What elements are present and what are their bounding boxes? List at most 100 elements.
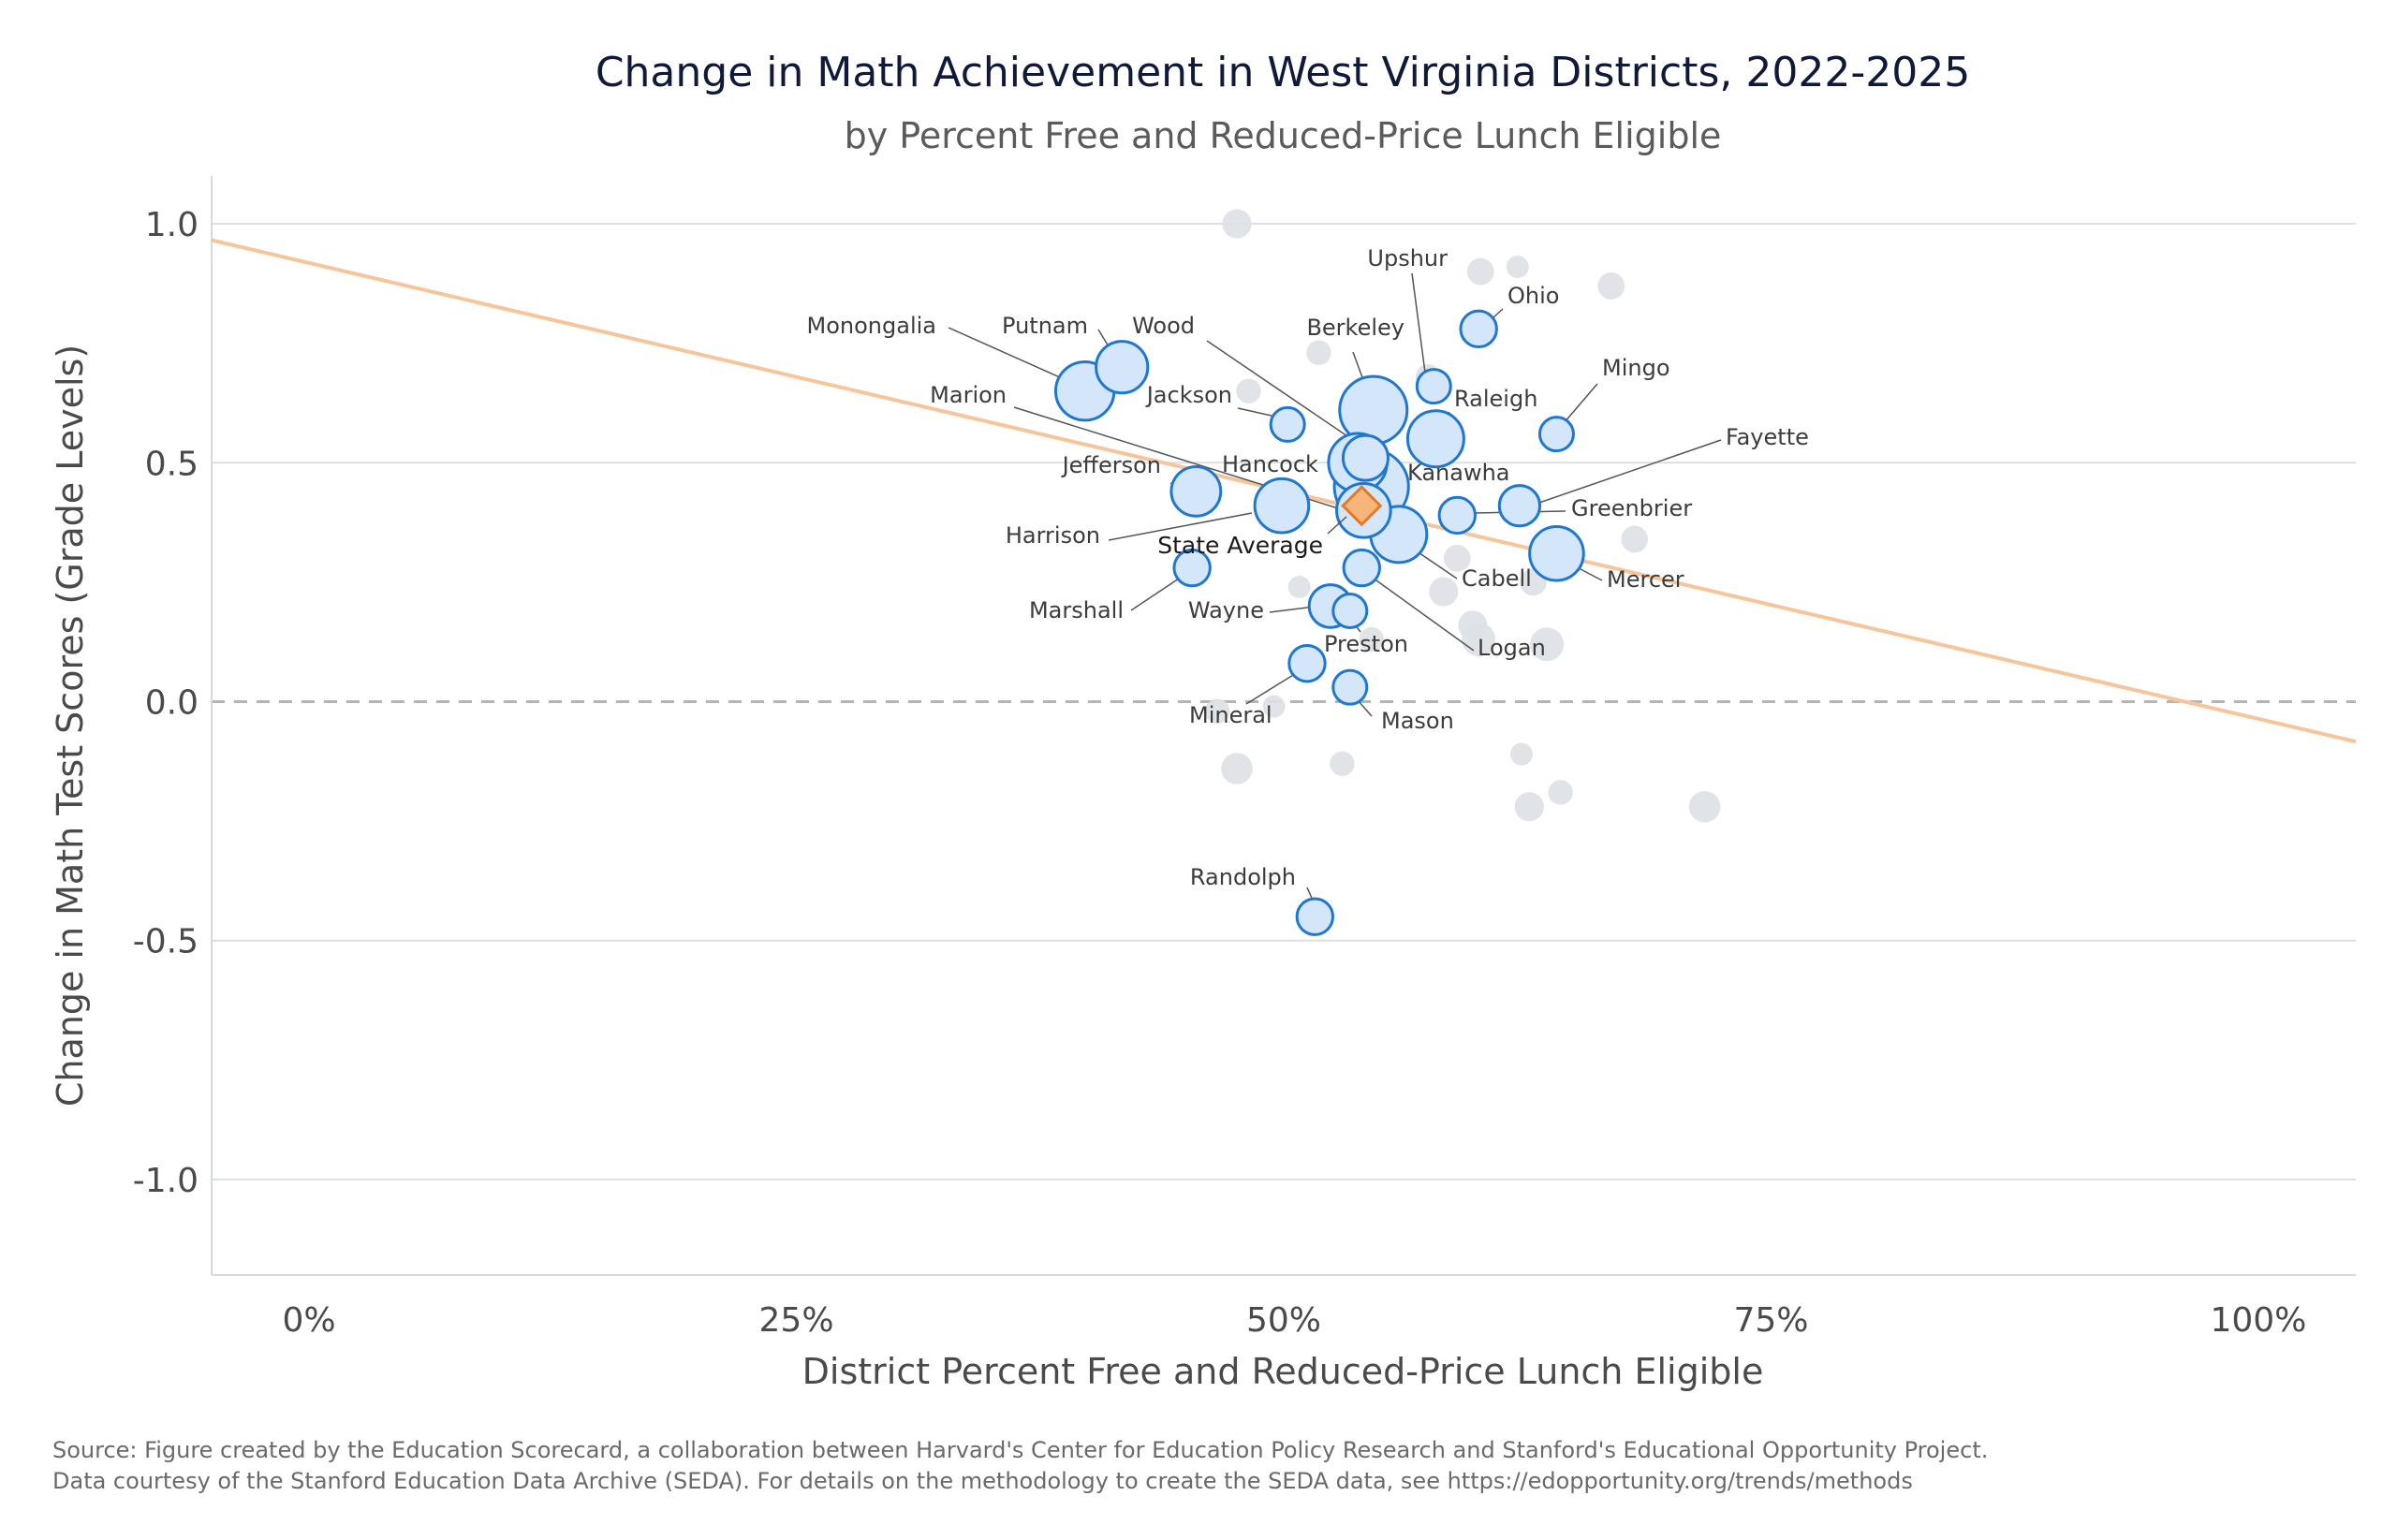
y-tick-label: -1.0 — [133, 1162, 199, 1200]
district-label-wayne: Wayne — [1188, 597, 1264, 623]
state-average-marker — [1341, 485, 1383, 527]
district-label-mingo: Mingo — [1602, 355, 1670, 381]
district-label-monongalia: Monongalia — [807, 313, 936, 339]
y-tick-labels: 1.0 0.5 0.0 -0.5 -1.0 — [133, 206, 199, 1200]
district-label-cabell: Cabell — [1462, 565, 1532, 592]
y-tick-label: 0.5 — [145, 445, 199, 483]
district-point-mason — [1331, 668, 1369, 706]
background-point — [1287, 575, 1311, 598]
leader-line-mingo — [1563, 383, 1598, 424]
background-point — [1222, 209, 1252, 239]
y-tick-label: -0.5 — [133, 923, 199, 961]
background-point — [1509, 742, 1533, 766]
y-tick-label: 1.0 — [145, 206, 199, 244]
x-tick-label: 25% — [759, 1301, 834, 1340]
district-label-randolph: Randolph — [1190, 864, 1296, 890]
background-point — [1530, 627, 1565, 662]
chart-title: Change in Math Achievement in West Virgi… — [596, 49, 1970, 96]
district-point-mingo — [1537, 416, 1575, 453]
chart-subtitle: by Percent Free and Reduced-Price Lunch … — [845, 115, 1722, 156]
leader-line-mason — [1357, 699, 1373, 717]
district-label-harrison: Harrison — [1006, 522, 1100, 549]
x-tick-label: 0% — [283, 1301, 336, 1340]
leader-line-fayette — [1536, 439, 1722, 505]
background-point — [1262, 695, 1286, 718]
leader-line-mineral — [1245, 671, 1299, 705]
district-point-hancock — [1341, 433, 1390, 482]
background-point — [1443, 544, 1471, 572]
source-note-line1: Source: Figure created by the Education … — [52, 1437, 1988, 1463]
district-point-mercer — [1528, 524, 1585, 582]
x-tick-labels: 0% 25% 50% 75% 100% — [283, 1301, 2307, 1340]
district-label-jackson: Jackson — [1145, 382, 1232, 408]
background-point — [1330, 751, 1355, 777]
background-point — [1466, 257, 1494, 286]
district-label-preston: Preston — [1324, 631, 1408, 657]
background-point — [1514, 792, 1544, 822]
district-point-fayette — [1497, 484, 1542, 528]
background-point — [1597, 272, 1625, 300]
background-point — [1506, 255, 1529, 278]
district-point-greenbrier — [1437, 495, 1477, 535]
district-point-harrison — [1253, 477, 1311, 535]
background-point — [1688, 790, 1721, 823]
district-label-ohio: Ohio — [1507, 283, 1559, 309]
district-point-logan — [1342, 548, 1381, 588]
point-labels: Monongalia Putnam Wood Berkeley Upshur Ohio Mi… — [807, 245, 1809, 890]
x-tick-label: 75% — [1733, 1301, 1808, 1340]
leader-line-wood — [1206, 340, 1354, 441]
background-point — [1548, 780, 1573, 805]
state-average-group: State Average — [1157, 485, 1383, 559]
district-point-raleigh — [1405, 409, 1465, 469]
district-label-kanawha: Kanawha — [1407, 460, 1510, 486]
district-label-mercer: Mercer — [1607, 566, 1684, 593]
leader-line-logan — [1375, 579, 1475, 652]
district-point-ohio — [1459, 309, 1498, 349]
district-point-randolph — [1295, 897, 1335, 936]
leader-line-harrison — [1108, 512, 1253, 541]
background-point — [1306, 340, 1331, 366]
y-tick-label: 0.0 — [145, 683, 199, 722]
district-label-logan: Logan — [1478, 635, 1546, 661]
district-label-greenbrier: Greenbrier — [1571, 495, 1692, 521]
district-point-jackson — [1269, 405, 1306, 443]
background-points — [1205, 209, 1721, 823]
leader-line-upshur — [1411, 272, 1426, 374]
leader-line-monongalia — [948, 327, 1080, 387]
district-point-mineral — [1287, 643, 1327, 683]
district-point-putnam — [1095, 340, 1150, 395]
district-point-marshall — [1172, 548, 1212, 588]
background-point — [1205, 698, 1230, 724]
background-point — [1236, 378, 1261, 403]
leader-line-jackson — [1237, 407, 1272, 417]
x-tick-label: 100% — [2210, 1301, 2306, 1340]
district-label-mason: Mason — [1381, 708, 1454, 734]
leader-line-marshall — [1130, 574, 1185, 611]
district-label-jefferson: Jefferson — [1061, 452, 1161, 478]
grid-lines — [212, 223, 2356, 1181]
district-label-raleigh: Raleigh — [1454, 386, 1537, 412]
district-label-berkeley: Berkeley — [1306, 315, 1404, 341]
district-label-fayette: Fayette — [1726, 424, 1809, 450]
district-label-wood: Wood — [1132, 313, 1195, 339]
source-note-line2: Data courtesy of the Stanford Education … — [52, 1468, 1913, 1494]
axes — [211, 176, 2356, 1276]
district-label-putnam: Putnam — [1002, 313, 1088, 339]
district-label-marshall: Marshall — [1029, 597, 1124, 623]
district-point-upshur — [1415, 368, 1452, 405]
background-point — [1621, 525, 1649, 553]
district-label-mineral: Mineral — [1189, 702, 1272, 728]
state-average-label: State Average — [1157, 532, 1323, 559]
district-label-upshur: Upshur — [1367, 245, 1448, 271]
district-point-preston — [1331, 592, 1369, 629]
background-point — [1429, 577, 1459, 607]
background-point — [1221, 753, 1253, 785]
x-tick-label: 50% — [1246, 1301, 1321, 1340]
x-axis-title: District Percent Free and Reduced-Price … — [802, 1351, 1764, 1392]
district-point-jefferson — [1169, 464, 1223, 518]
highlighted-points — [1053, 309, 1585, 936]
state-average-leader — [1327, 516, 1347, 535]
y-axis-title: Change in Math Test Scores (Grade Levels… — [50, 345, 91, 1107]
district-label-marion: Marion — [930, 382, 1007, 408]
